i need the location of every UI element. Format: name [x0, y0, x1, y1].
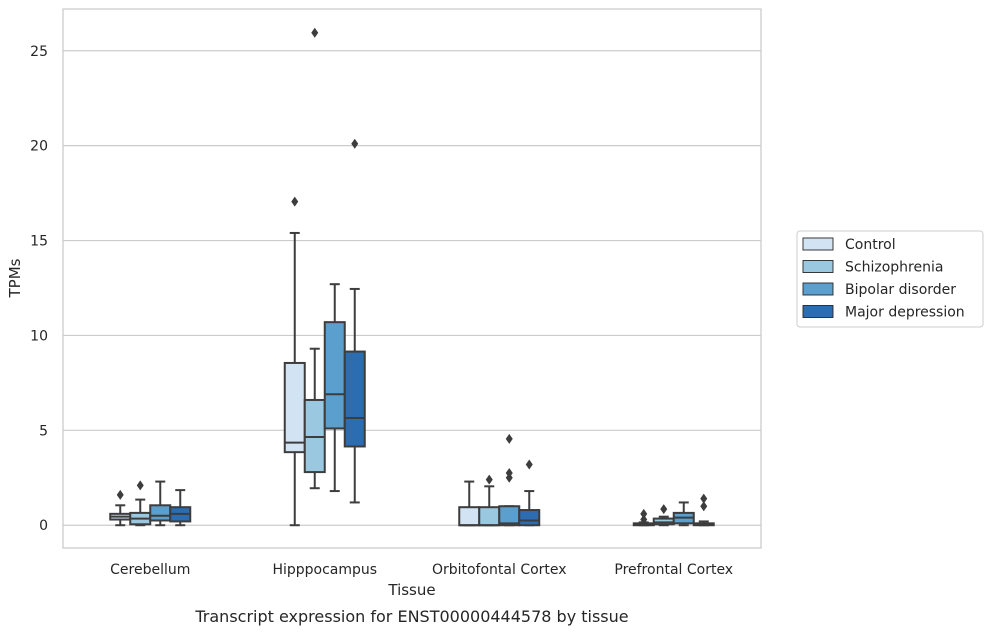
legend-label: Major depression — [845, 305, 965, 321]
tissue-group — [283, 27, 366, 527]
outlier-point — [640, 508, 648, 519]
y-tick-label: 0 — [39, 518, 48, 534]
tissue-group — [458, 433, 541, 527]
box-element — [109, 489, 132, 527]
x-tick-label: Prefrontal Cortex — [614, 562, 733, 578]
iqr-box — [458, 506, 481, 527]
legend-swatch — [802, 260, 834, 273]
tissue-group — [632, 493, 715, 527]
box-element — [458, 480, 481, 527]
iqr-box — [518, 509, 541, 527]
legend-label: Control — [845, 237, 896, 253]
box-element — [498, 433, 521, 527]
box-element — [478, 474, 501, 527]
y-tick-label: 10 — [30, 328, 48, 344]
x-tick-label: Orbitofontal Cortex — [432, 562, 567, 578]
iqr-box — [323, 321, 346, 430]
y-axis-title: TPMs — [6, 258, 24, 298]
box-element — [652, 504, 675, 527]
box-element — [672, 501, 695, 527]
x-axis-title: Tissue — [387, 581, 435, 599]
y-tick-label: 5 — [39, 423, 48, 439]
outlier-point — [116, 489, 124, 500]
outlier-point — [525, 459, 533, 470]
outlier-point — [505, 468, 513, 479]
outlier-point — [351, 138, 359, 149]
box-element — [323, 283, 346, 493]
outlier-point — [505, 433, 513, 444]
box-element — [149, 480, 172, 527]
legend-label: Schizophrenia — [845, 260, 943, 276]
box-element — [632, 508, 655, 527]
iqr-box — [149, 504, 172, 522]
chart-caption: Transcript expression for ENST0000044457… — [194, 607, 628, 626]
plot-area-frame — [62, 8, 762, 549]
outlier-point — [700, 501, 708, 512]
box-element — [129, 480, 152, 527]
box-element — [518, 459, 541, 527]
outlier-point — [485, 474, 493, 485]
y-tick-labels: 0 5 10 15 20 25 — [30, 44, 48, 534]
box-element — [343, 138, 366, 504]
outlier-point — [311, 27, 319, 38]
box-element — [283, 196, 306, 527]
box-element — [303, 27, 326, 490]
outlier-point — [640, 514, 648, 525]
legend-frame — [796, 230, 984, 328]
iqr-box — [478, 506, 501, 527]
outlier-point — [136, 480, 144, 491]
box-element — [692, 493, 715, 527]
iqr-box — [283, 361, 306, 454]
outlier-point — [700, 493, 708, 504]
box-element — [169, 489, 192, 527]
legend-label: Bipolar disorder — [845, 282, 956, 298]
grid-lines — [63, 50, 761, 526]
x-tick-labels: Cerebellum Hipppocampus Orbitofontal Corte… — [110, 562, 733, 578]
iqr-box — [343, 350, 366, 448]
outlier-point — [291, 196, 299, 207]
legend: Control Schizophrenia Bipolar disorder Majo… — [796, 230, 984, 328]
box-groups — [109, 27, 715, 527]
legend-swatch — [802, 237, 834, 251]
y-tick-label: 15 — [30, 234, 48, 250]
legend-swatch — [802, 305, 834, 318]
x-tick-label: Hipppocampus — [272, 562, 377, 578]
outlier-point — [660, 504, 668, 515]
legend-swatch — [802, 282, 834, 296]
y-tick-label: 20 — [30, 139, 48, 155]
x-tick-label: Cerebellum — [110, 562, 190, 578]
y-tick-label: 25 — [30, 44, 48, 60]
tissue-group — [109, 480, 192, 527]
